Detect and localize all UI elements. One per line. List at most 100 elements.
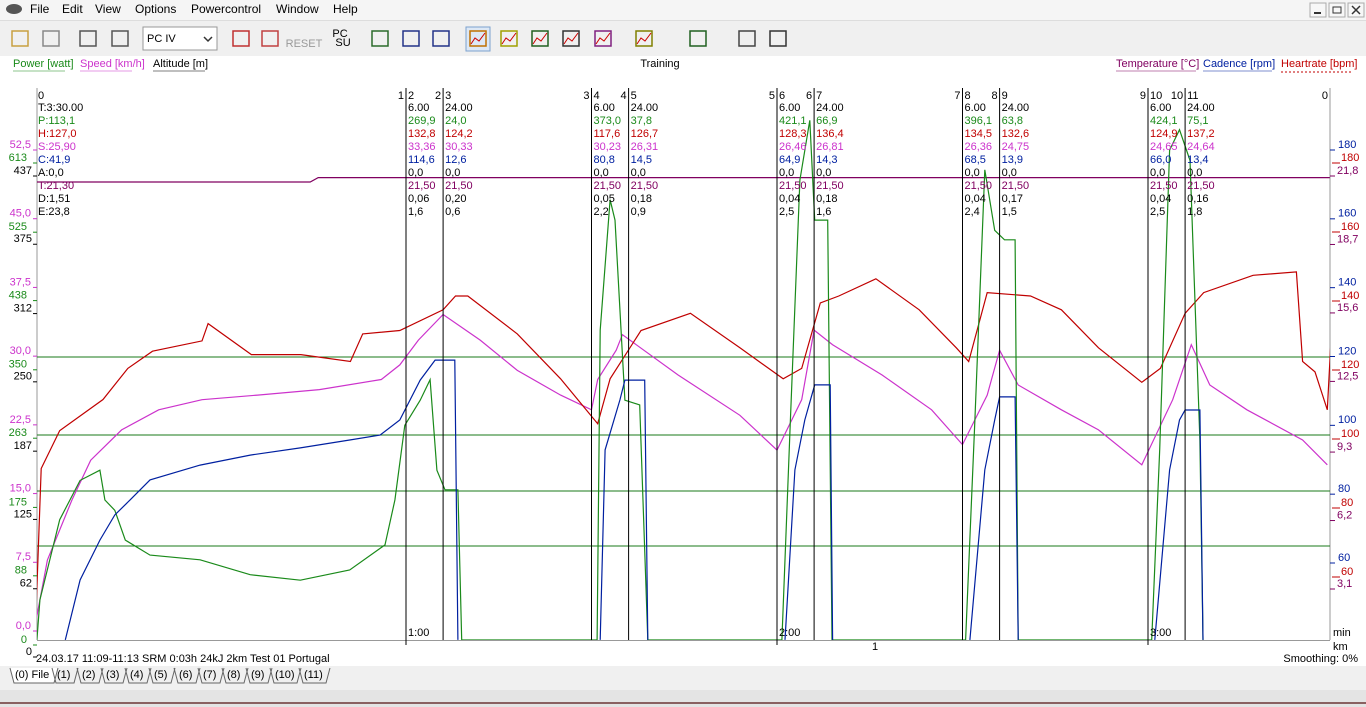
tab[interactable] bbox=[148, 667, 176, 684]
overall-stat: C:41,9 bbox=[38, 154, 70, 166]
axis-tick-label: 187 bbox=[14, 440, 32, 452]
tab-label: (6) bbox=[179, 669, 192, 681]
interval-stat: 21,50 bbox=[445, 180, 473, 192]
menu-item[interactable]: Window bbox=[276, 2, 319, 16]
tab[interactable] bbox=[298, 667, 331, 684]
tab[interactable] bbox=[269, 667, 302, 684]
menu-item[interactable]: Powercontrol bbox=[191, 2, 261, 16]
interval-stat: 6.00 bbox=[1150, 102, 1171, 114]
toolbar-button[interactable] bbox=[328, 27, 352, 51]
restore-button[interactable] bbox=[1328, 2, 1346, 18]
interval-stat: 24.00 bbox=[631, 102, 659, 114]
menu-item[interactable]: File bbox=[30, 2, 50, 16]
toolbar-icon bbox=[42, 30, 60, 47]
axis-tick-label: 175 bbox=[9, 496, 27, 508]
interval-stat: 132,8 bbox=[408, 128, 436, 140]
boundary-label: 11 bbox=[1187, 90, 1198, 102]
toolbar-icon bbox=[432, 30, 450, 47]
tab-label: (9) bbox=[251, 669, 264, 681]
interval-stat: 0,20 bbox=[445, 193, 466, 205]
axis-tick-label: 160 bbox=[1341, 221, 1359, 233]
tab[interactable] bbox=[124, 667, 152, 684]
status-info: 24.03.17 11:09-11:13 SRM 0:03h 24kJ 2km … bbox=[36, 653, 330, 665]
toolbar bbox=[0, 20, 1366, 56]
interval-stat: 1,5 bbox=[1002, 206, 1017, 218]
axis-tick-label: 7,5 bbox=[16, 551, 31, 563]
axis-tick-label: 438 bbox=[9, 290, 27, 302]
toolbar-button[interactable] bbox=[292, 27, 316, 51]
axis-tick-label: 613 bbox=[9, 152, 27, 164]
tab[interactable] bbox=[197, 667, 225, 684]
legend-label: Speed [km/h] bbox=[80, 58, 145, 70]
axis-tick-label: 60 bbox=[1338, 552, 1350, 564]
interval-stat: 24.00 bbox=[1187, 102, 1215, 114]
interval-stat: 26,81 bbox=[816, 141, 844, 153]
axis-tick-label: 12,5 bbox=[1337, 370, 1358, 382]
overall-stat: D:1,51 bbox=[38, 193, 70, 205]
axis-tick-label: 0,0 bbox=[16, 620, 31, 632]
boundary-label: 7 bbox=[816, 90, 822, 102]
tab[interactable] bbox=[51, 667, 79, 684]
interval-stat: 21,50 bbox=[631, 180, 659, 192]
minimize-button[interactable] bbox=[1309, 2, 1327, 18]
tab-label: (0) File bbox=[15, 669, 49, 681]
interval-stat: 64,9 bbox=[779, 154, 800, 166]
interval-stat: 24,65 bbox=[1150, 141, 1178, 153]
axis-tick-label: 100 bbox=[1338, 414, 1356, 426]
interval-stat: 0,0 bbox=[1150, 167, 1165, 179]
tab[interactable] bbox=[100, 667, 128, 684]
end-label: 0 bbox=[1322, 90, 1328, 102]
menu-item[interactable]: View bbox=[95, 2, 121, 16]
axis-tick-label: 22,5 bbox=[10, 414, 31, 426]
axis-tick-label: 312 bbox=[14, 302, 32, 314]
interval-stat: 1,6 bbox=[408, 206, 423, 218]
tab[interactable] bbox=[9, 667, 59, 684]
axis-tick-label: 15,0 bbox=[10, 482, 31, 494]
pc-su-label: PC bbox=[332, 28, 347, 40]
time-tick-label: 2:00 bbox=[779, 627, 800, 639]
time-tick-label: 1:00 bbox=[408, 627, 429, 639]
time-tick-label: 3:00 bbox=[1150, 627, 1171, 639]
axis-tick-label: 45,0 bbox=[10, 208, 31, 220]
interval-stat: 2,5 bbox=[1150, 206, 1165, 218]
close-glyph bbox=[1351, 5, 1361, 15]
axis-tick-label: 52,5 bbox=[10, 139, 31, 151]
boundary-label: 10 bbox=[1171, 90, 1183, 102]
interval-stat: 30,33 bbox=[445, 141, 473, 153]
axis-tick-label: 525 bbox=[9, 221, 27, 233]
device-combo[interactable] bbox=[142, 26, 218, 51]
boundary-label: 10 bbox=[1150, 90, 1162, 102]
interval-stat: 0,17 bbox=[1002, 193, 1023, 205]
interval-stat: 0,0 bbox=[445, 167, 460, 179]
interval-stat: 26,46 bbox=[779, 141, 807, 153]
interval-stat: 21,50 bbox=[816, 180, 844, 192]
toolbar-icon bbox=[232, 30, 250, 47]
distance-tick: 1 bbox=[872, 641, 878, 653]
interval-stat: 132,6 bbox=[1002, 128, 1030, 140]
axis-tick-label: 375 bbox=[14, 233, 32, 245]
tab[interactable] bbox=[76, 667, 104, 684]
axis-tick-label: 140 bbox=[1341, 290, 1359, 302]
interval-stat: 269,9 bbox=[408, 115, 436, 127]
toolbar-icon bbox=[635, 30, 653, 47]
chart-area bbox=[0, 56, 1366, 668]
axis-tick-label: 18,7 bbox=[1337, 233, 1358, 245]
tab[interactable] bbox=[173, 667, 201, 684]
interval-stat: 24,0 bbox=[445, 115, 466, 127]
interval-stat: 0,0 bbox=[779, 167, 794, 179]
toolbar-icon bbox=[562, 30, 580, 47]
interval-stat: 0,04 bbox=[779, 193, 800, 205]
toolbar-icon bbox=[470, 32, 486, 45]
menu-item[interactable]: Edit bbox=[62, 2, 83, 16]
interval-stat: 24,75 bbox=[1002, 141, 1030, 153]
menu-item[interactable]: Options bbox=[135, 2, 176, 16]
menu-item[interactable]: Help bbox=[333, 2, 358, 16]
interval-stat: 137,2 bbox=[1187, 128, 1215, 140]
interval-stat: 80,8 bbox=[594, 154, 615, 166]
axis-tick-label: 30,0 bbox=[10, 345, 31, 357]
interval-stat: 126,7 bbox=[631, 128, 659, 140]
tab[interactable] bbox=[221, 667, 249, 684]
tab[interactable] bbox=[245, 667, 273, 684]
device-combo-text: PC IV bbox=[147, 33, 176, 45]
axis-tick-label: 180 bbox=[1338, 139, 1356, 151]
